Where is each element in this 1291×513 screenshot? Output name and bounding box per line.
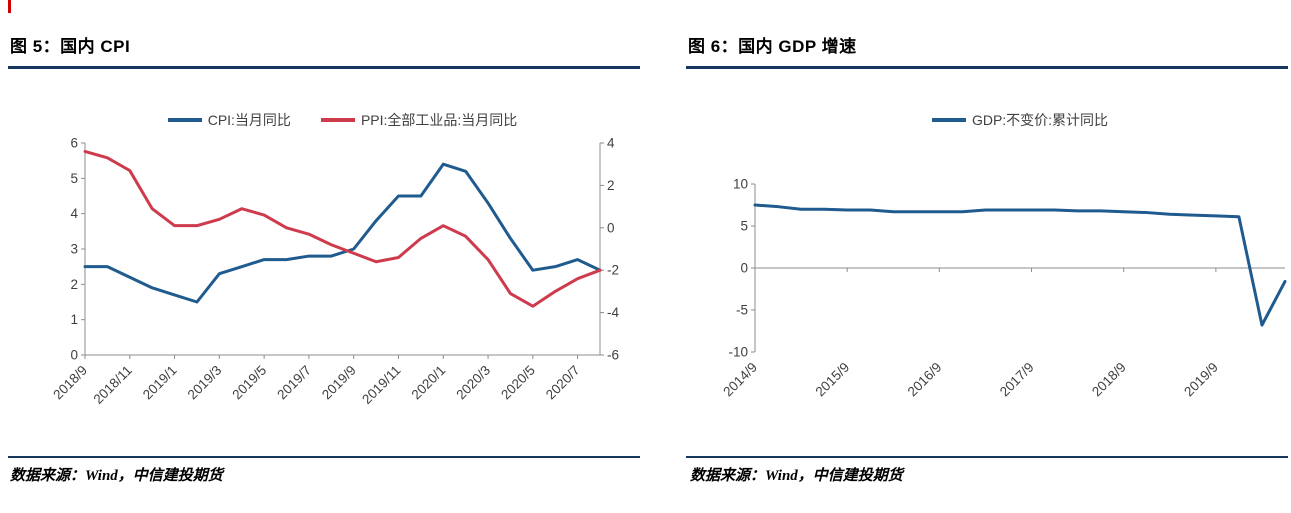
figure6-title: 图 6：国内 GDP 增速 xyxy=(688,37,857,57)
svg-text:2015/9: 2015/9 xyxy=(812,360,852,400)
figure5-legend: CPI:当月同比 PPI:全部工业品:当月同比 xyxy=(85,110,600,130)
gdp-legend-label: GDP:不变价:累计同比 xyxy=(971,112,1109,128)
gdp-line-chart: -10 -5 0 5 10 2014/9 2015/9 2016/9 2017/9 2018/9 2… xyxy=(720,177,1287,400)
figure5-title: 图 5：国内 CPI xyxy=(10,37,131,57)
svg-text:2020/1: 2020/1 xyxy=(409,363,449,403)
svg-text:-4: -4 xyxy=(607,305,619,320)
figure5-title-rule xyxy=(8,66,640,69)
figure6-legend: GDP:不变价:累计同比 xyxy=(755,110,1285,130)
figure6-source-rule xyxy=(686,456,1288,458)
svg-text:10: 10 xyxy=(733,177,748,192)
legend-item-gdp: GDP:不变价:累计同比 xyxy=(931,110,1109,130)
ppi-legend-label: PPI:全部工业品:当月同比 xyxy=(360,112,518,128)
figure5-source-rule xyxy=(8,456,640,458)
svg-text:6: 6 xyxy=(70,136,78,151)
figure5-source: 数据来源：Wind，中信建投期货 xyxy=(10,468,223,484)
figure6-source: 数据来源：Wind，中信建投期货 xyxy=(690,468,903,484)
cpi-line-swatch xyxy=(167,118,202,122)
svg-text:2020/5: 2020/5 xyxy=(498,363,538,403)
svg-text:3: 3 xyxy=(70,242,78,257)
svg-text:2019/5: 2019/5 xyxy=(229,363,269,403)
cpi-legend-label: CPI:当月同比 xyxy=(207,112,291,128)
svg-text:-5: -5 xyxy=(736,303,748,318)
svg-text:2: 2 xyxy=(607,178,615,193)
svg-text:2019/7: 2019/7 xyxy=(274,363,314,403)
svg-text:2020/3: 2020/3 xyxy=(453,363,493,403)
svg-text:2018/11: 2018/11 xyxy=(90,363,134,407)
svg-text:2016/9: 2016/9 xyxy=(905,360,945,400)
corner-mark xyxy=(8,0,11,13)
svg-text:2018/9: 2018/9 xyxy=(1089,360,1129,400)
svg-text:2018/9: 2018/9 xyxy=(50,363,90,403)
svg-text:1: 1 xyxy=(70,312,78,327)
svg-text:2019/11: 2019/11 xyxy=(359,363,403,407)
svg-text:0: 0 xyxy=(607,220,615,235)
ppi-line-swatch xyxy=(320,118,355,122)
svg-text:-6: -6 xyxy=(607,348,619,363)
svg-text:5: 5 xyxy=(740,219,748,234)
svg-text:2014/9: 2014/9 xyxy=(720,360,760,400)
svg-text:4: 4 xyxy=(607,136,615,151)
svg-text:-2: -2 xyxy=(607,263,619,278)
svg-text:4: 4 xyxy=(70,206,78,221)
svg-text:2019/9: 2019/9 xyxy=(319,363,359,403)
legend-item-cpi: CPI:当月同比 xyxy=(167,110,291,130)
figure6-title-rule xyxy=(686,66,1288,69)
legend-item-ppi: PPI:全部工业品:当月同比 xyxy=(320,110,518,130)
gdp-line-swatch xyxy=(931,118,966,122)
svg-text:-10: -10 xyxy=(728,345,748,360)
svg-text:2017/9: 2017/9 xyxy=(997,360,1037,400)
svg-text:2019/9: 2019/9 xyxy=(1181,360,1221,400)
svg-text:5: 5 xyxy=(70,171,78,186)
svg-text:2020/7: 2020/7 xyxy=(543,363,583,403)
svg-text:2019/1: 2019/1 xyxy=(140,363,180,403)
svg-text:2019/3: 2019/3 xyxy=(185,363,225,403)
svg-text:2: 2 xyxy=(70,277,78,292)
svg-text:0: 0 xyxy=(740,261,748,276)
svg-text:0: 0 xyxy=(70,348,78,363)
